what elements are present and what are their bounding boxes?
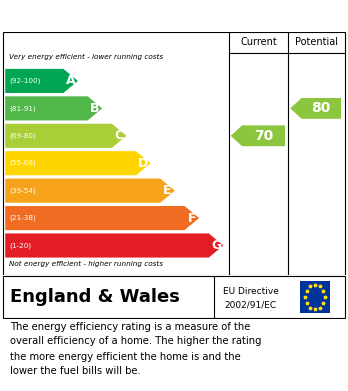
Text: D: D [138, 157, 149, 170]
Text: EU Directive: EU Directive [223, 287, 278, 296]
Polygon shape [5, 151, 151, 175]
Text: Energy Efficiency Rating: Energy Efficiency Rating [10, 9, 221, 23]
Polygon shape [5, 206, 199, 230]
Polygon shape [5, 96, 102, 120]
Text: C: C [114, 129, 124, 142]
FancyBboxPatch shape [300, 281, 330, 313]
Text: E: E [163, 184, 172, 197]
Text: G: G [211, 239, 221, 252]
Text: (69-80): (69-80) [9, 133, 36, 139]
Text: (92-100): (92-100) [9, 78, 41, 84]
Text: 80: 80 [311, 101, 331, 115]
Polygon shape [5, 233, 223, 258]
Text: Very energy efficient - lower running costs: Very energy efficient - lower running co… [9, 54, 163, 60]
Text: 70: 70 [254, 129, 273, 143]
Text: B: B [90, 102, 100, 115]
Polygon shape [290, 98, 341, 119]
Text: A: A [66, 74, 76, 88]
Text: (39-54): (39-54) [9, 187, 36, 194]
Polygon shape [231, 126, 285, 146]
Text: Not energy efficient - higher running costs: Not energy efficient - higher running co… [9, 260, 163, 267]
Text: Potential: Potential [295, 37, 338, 47]
Polygon shape [5, 69, 78, 93]
Text: England & Wales: England & Wales [10, 288, 180, 306]
Text: (21-38): (21-38) [9, 215, 36, 221]
Polygon shape [5, 179, 175, 203]
Text: (1-20): (1-20) [9, 242, 32, 249]
Text: The energy efficiency rating is a measure of the: The energy efficiency rating is a measur… [10, 321, 251, 332]
Text: lower the fuel bills will be.: lower the fuel bills will be. [10, 366, 141, 377]
Text: overall efficiency of a home. The higher the rating: overall efficiency of a home. The higher… [10, 337, 262, 346]
Text: (55-68): (55-68) [9, 160, 36, 167]
Text: (81-91): (81-91) [9, 105, 36, 111]
Text: the more energy efficient the home is and the: the more energy efficient the home is an… [10, 352, 241, 362]
Text: 2002/91/EC: 2002/91/EC [224, 300, 277, 309]
Text: Current: Current [240, 37, 277, 47]
Polygon shape [5, 124, 126, 148]
Text: F: F [188, 212, 196, 224]
